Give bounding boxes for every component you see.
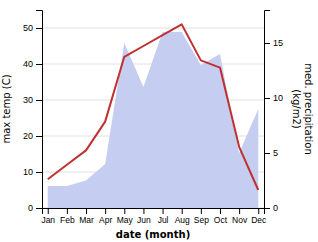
tick: 10 (264, 93, 283, 103)
tick: Jun (137, 208, 151, 225)
tick-label: 50 (23, 23, 33, 33)
tick: 10 (23, 167, 42, 177)
tick: Jul (158, 208, 169, 225)
tick: May (117, 208, 134, 225)
tick-label: 0 (28, 203, 33, 213)
x-axis: Jan Feb Mar Apr MayJun Jul Aug Sep Oct NovDec (41, 208, 267, 225)
y2-axis-title-group: med. precipitation(kg/m2) (291, 63, 314, 155)
line (48, 24, 259, 190)
tick-label: 40 (23, 59, 33, 69)
tick-label: Jul (158, 215, 169, 225)
tick: Apr (99, 208, 112, 225)
title-line: med. precipitation (303, 63, 314, 155)
tick: Dec (251, 208, 267, 225)
tick-label: Apr (99, 215, 112, 225)
axis-line (43, 209, 265, 215)
y-axis-title: max temp (C) (1, 74, 12, 143)
tick: 5 (264, 148, 278, 158)
grid-line (42, 28, 264, 29)
tick-mark (36, 64, 42, 65)
tick-label: 20 (23, 131, 33, 141)
tick-mark (36, 100, 42, 101)
tick: 40 (23, 59, 42, 69)
tick-label: 10 (23, 167, 33, 177)
tick: 30 (23, 95, 42, 105)
tick-label: 0 (273, 203, 278, 213)
y2-axis: 0 5 10 15 (264, 11, 283, 214)
tick-label: Sep (194, 215, 209, 225)
axis-line (36, 11, 43, 209)
tick-mark (163, 208, 164, 214)
tick-label: Oct (214, 215, 228, 225)
tick-mark (264, 208, 270, 209)
y2-axis-title: med. precipitation(kg/m2) (291, 63, 314, 155)
marks (48, 24, 259, 208)
tick-mark (264, 98, 270, 99)
tick: Sep (194, 208, 209, 225)
tick: 0 (28, 203, 42, 213)
tick-label: 5 (273, 148, 278, 158)
tick-label: Aug (175, 215, 190, 225)
tick: Jan (41, 208, 55, 225)
area (48, 32, 259, 208)
grid (42, 28, 264, 208)
tick-mark (143, 208, 144, 214)
tick-label: Feb (60, 215, 75, 225)
tick-mark (36, 172, 42, 173)
tick-label: Jan (41, 215, 55, 225)
tick-mark (105, 208, 106, 214)
tick: Oct (214, 208, 228, 225)
tick: 50 (23, 23, 42, 33)
title-line: (kg/m2) (291, 89, 302, 129)
tick-mark (67, 208, 68, 214)
tick-mark (48, 208, 49, 214)
tick-mark (36, 136, 42, 137)
tick-label: Mar (79, 215, 94, 225)
plot: Jan Feb Mar Apr MayJun Jul Aug Sep Oct NovDec 0 10 2… (1, 11, 314, 241)
tick: Feb (60, 208, 75, 225)
chart: Jan Feb Mar Apr MayJun Jul Aug Sep Oct NovDec 0 10 2… (0, 0, 318, 242)
tick-mark (264, 153, 270, 154)
tick-mark (220, 208, 221, 214)
tick: 0 (264, 203, 278, 213)
tick-mark (258, 208, 259, 214)
tick-mark (36, 208, 42, 209)
axis-line (265, 11, 271, 209)
tick-label: 10 (273, 93, 283, 103)
y-axis: 0 10 20 30 40 50 (23, 11, 43, 214)
tick-label: 30 (23, 95, 33, 105)
tick-label: May (117, 215, 134, 225)
tick-mark (201, 208, 202, 214)
tick: 15 (264, 38, 283, 48)
tick: Mar (79, 208, 94, 225)
tick-mark (264, 43, 270, 44)
x-axis-title: date (month) (116, 229, 190, 240)
tick-mark (36, 28, 42, 29)
tick-label: Dec (251, 215, 267, 225)
tick-mark (239, 208, 240, 214)
tick-label: 15 (273, 38, 283, 48)
tick: 20 (23, 131, 42, 141)
tick-mark (124, 208, 125, 214)
tick-label: Jun (137, 215, 151, 225)
tick-mark (86, 208, 87, 214)
tick-label: Nov (232, 215, 248, 225)
tick-mark (182, 208, 183, 214)
tick: Aug (175, 208, 190, 225)
tick: Nov (232, 208, 248, 225)
